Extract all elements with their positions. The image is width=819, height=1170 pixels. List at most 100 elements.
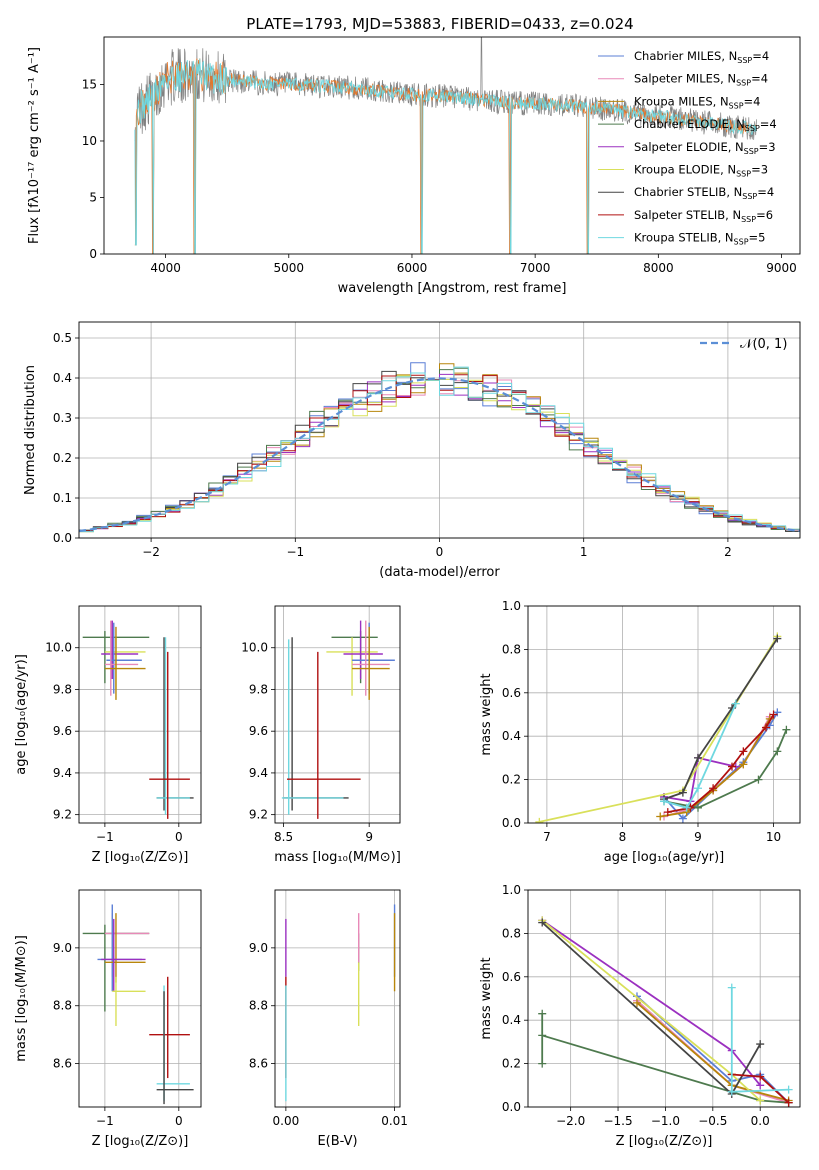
x-tick-label: 0 bbox=[175, 1114, 183, 1128]
legend-label: Chabrier STELIB, NSSP=4 bbox=[634, 185, 774, 201]
y-tick-label: 0.0 bbox=[53, 531, 72, 545]
axes-frame bbox=[78, 321, 801, 539]
legend-count: =4 bbox=[744, 94, 761, 108]
axes-frame bbox=[274, 889, 401, 1108]
legend-count: =4 bbox=[760, 117, 777, 131]
legend-subscript: SSP bbox=[729, 101, 744, 110]
y-tick-label: 15 bbox=[82, 77, 97, 91]
spectrum-panel: 4000 5000 6000 7000 8000 9000 0 5 10 15 wavelength… bbox=[27, 36, 801, 296]
legend-count: =3 bbox=[751, 163, 768, 177]
errorbar-point bbox=[149, 976, 190, 1079]
model-spectrum bbox=[134, 58, 757, 254]
y-axis-label: Normed distribution bbox=[23, 365, 38, 495]
x-tick-label: 8 bbox=[619, 830, 627, 844]
legend-subscript: SSP bbox=[736, 79, 751, 88]
series-line bbox=[663, 756, 737, 803]
series-marker bbox=[773, 634, 782, 643]
axes-frame bbox=[274, 605, 401, 824]
legend-entry: Salpeter ELODIE, NSSP=3 bbox=[598, 140, 776, 156]
series-marker bbox=[538, 1059, 547, 1068]
x-tick-label: −0.5 bbox=[698, 1114, 727, 1128]
series-marker bbox=[739, 747, 748, 756]
axes-frame bbox=[78, 889, 202, 1108]
series-marker bbox=[535, 817, 544, 823]
y-tick-label: 1.0 bbox=[502, 883, 521, 897]
legend-count: =6 bbox=[756, 208, 773, 222]
legend-label: 𝒩(0, 1) bbox=[740, 337, 787, 352]
legend-subscript: SSP bbox=[742, 192, 757, 201]
legend-label: Salpeter MILES, NSSP=4 bbox=[634, 72, 768, 88]
legend-subscript: SSP bbox=[745, 124, 760, 133]
legend-entry: Kroupa STELIB, NSSP=5 bbox=[598, 231, 765, 247]
errorbar-point bbox=[156, 991, 194, 1105]
y-tick-label: 0.2 bbox=[53, 451, 72, 465]
series-marker bbox=[660, 797, 668, 806]
errorbar-point bbox=[352, 620, 390, 696]
series-marker bbox=[756, 1096, 765, 1105]
x-axis-label: Z [log₁₀(Z/Z⊙)] bbox=[92, 850, 189, 865]
x-tick-label: 9000 bbox=[766, 261, 797, 275]
y-tick-label: 10 bbox=[82, 134, 97, 148]
histogram-series bbox=[79, 366, 800, 533]
y-tick-label: 9.6 bbox=[249, 724, 268, 738]
y-tick-label: 0.3 bbox=[53, 411, 72, 425]
weight-vs-age-panel: 7 8 9 10 0.0 0.2 0.4 0.6 0.8 1.0 age [log₁₀(age/yr… bbox=[479, 599, 801, 865]
series-marker bbox=[694, 784, 702, 793]
y-tick-label: 0.2 bbox=[502, 773, 521, 787]
errorbar-point bbox=[331, 631, 378, 684]
legend-count: =5 bbox=[749, 231, 766, 245]
y-tick-label: 0.4 bbox=[502, 729, 521, 743]
legend-entry: Salpeter MILES, NSSP=4 bbox=[598, 72, 768, 88]
residuals-panel: −2 −1 0 1 2 0.0 0.1 0.2 0.3 0.4 0.5 (data-model)/er… bbox=[23, 321, 801, 580]
series-marker bbox=[694, 753, 702, 762]
errorbar-point bbox=[104, 913, 146, 983]
x-tick-label: 2 bbox=[724, 545, 732, 559]
x-tick-label: 9 bbox=[694, 830, 702, 844]
series-line bbox=[541, 919, 761, 1102]
y-axis-label: mass weight bbox=[479, 957, 494, 1039]
axes-frame bbox=[527, 889, 801, 1108]
errorbar-point bbox=[104, 620, 139, 696]
series-marker bbox=[709, 784, 718, 793]
x-tick-label: 8.5 bbox=[274, 830, 293, 844]
legend-entry: Chabrier STELIB, NSSP=4 bbox=[598, 185, 774, 201]
y-tick-label: 0.8 bbox=[502, 926, 521, 940]
errorbar-point bbox=[101, 918, 146, 992]
y-tick-label: 1.0 bbox=[502, 599, 521, 613]
y-tick-label: 9.4 bbox=[53, 766, 72, 780]
errorbar-point bbox=[104, 626, 146, 700]
x-tick-label: 4000 bbox=[150, 261, 181, 275]
series-marker bbox=[538, 1031, 547, 1040]
weight-series bbox=[727, 983, 793, 1096]
y-tick-label: 9.4 bbox=[249, 766, 268, 780]
x-tick-label: 8000 bbox=[643, 261, 674, 275]
axes-frame bbox=[78, 605, 202, 824]
legend-count: =4 bbox=[751, 72, 768, 86]
x-tick-label: 0 bbox=[436, 545, 444, 559]
legend-label: Chabrier ELODIE, NSSP=4 bbox=[634, 117, 777, 133]
series-marker bbox=[784, 1098, 793, 1107]
series-marker bbox=[694, 803, 702, 812]
y-tick-label: 0.8 bbox=[502, 642, 521, 656]
x-tick-label: 5000 bbox=[274, 261, 305, 275]
legend-subscript: SSP bbox=[736, 170, 751, 179]
series-marker bbox=[727, 983, 736, 992]
y-tick-label: 9.6 bbox=[53, 724, 72, 738]
errorbar-point bbox=[156, 985, 190, 1102]
series-marker bbox=[538, 918, 547, 927]
y-tick-label: 0.4 bbox=[53, 371, 72, 385]
y-tick-label: 9.8 bbox=[249, 682, 268, 696]
errorbar-point bbox=[326, 637, 378, 696]
y-tick-label: 5 bbox=[89, 190, 97, 204]
series-marker bbox=[756, 1072, 765, 1081]
series-marker bbox=[632, 998, 641, 1007]
errorbar-point bbox=[281, 639, 344, 815]
series-marker bbox=[754, 775, 763, 784]
errorbar-point bbox=[112, 976, 146, 1026]
y-tick-label: 9.0 bbox=[53, 941, 72, 955]
errorbar-point bbox=[156, 637, 190, 815]
x-tick-label: 0 bbox=[175, 830, 183, 844]
x-axis-label: Z [log₁₀(Z/Z⊙)] bbox=[616, 1134, 713, 1149]
y-axis-label: mass [log₁₀(M/M⊙)] bbox=[14, 935, 29, 1062]
